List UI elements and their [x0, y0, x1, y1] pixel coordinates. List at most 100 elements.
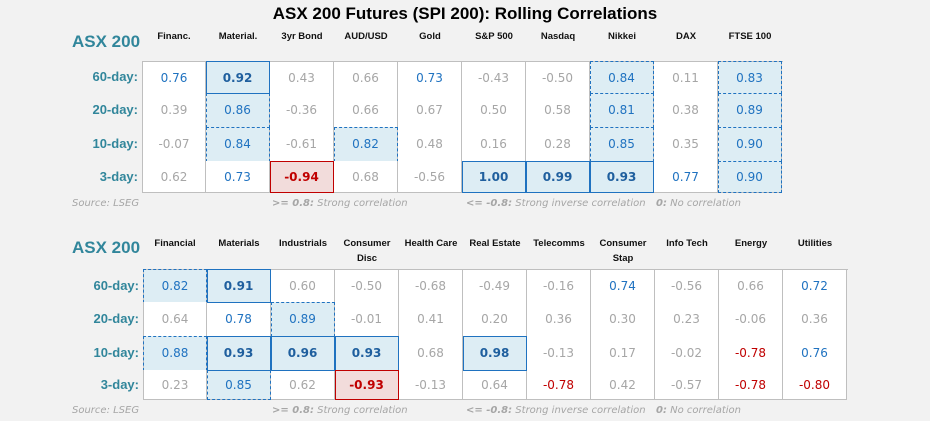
column-header: Industrials: [271, 236, 335, 251]
column-header-line1: Consumer: [599, 238, 647, 249]
row-label: 10-day:: [93, 345, 139, 360]
correlation-cell: -0.93: [335, 370, 399, 400]
correlation-cell: 0.35: [654, 127, 718, 162]
correlation-cell: 0.66: [719, 269, 783, 303]
column-header: Financial: [143, 236, 207, 251]
correlation-cell: -0.78: [719, 336, 783, 371]
correlation-cell: -0.56: [655, 269, 719, 303]
legend-inverse: <= -0.8: Strong inverse correlation: [466, 405, 646, 416]
correlation-cell: -0.50: [335, 269, 399, 303]
correlation-cell: 0.82: [143, 269, 207, 303]
column-header: Financ.: [157, 31, 191, 42]
correlation-cell: 0.76: [783, 336, 847, 371]
column-header: Nikkei: [608, 31, 636, 42]
correlation-cell: -0.57: [655, 370, 719, 400]
row-label: 60-day:: [93, 277, 139, 293]
correlation-cell: -0.78: [527, 370, 591, 400]
correlation-cell: -0.56: [398, 161, 462, 193]
correlation-cell: 0.62: [142, 161, 206, 193]
correlation-cell: 0.36: [527, 302, 591, 337]
correlation-cell: 1.00: [462, 161, 526, 193]
legend-zero: 0: No correlation: [656, 405, 741, 416]
correlation-cell: 0.74: [591, 269, 655, 303]
column-header-line1: Utilities: [797, 238, 833, 249]
correlation-cell: 0.38: [654, 93, 718, 128]
correlation-cell: 0.82: [334, 127, 398, 162]
legend-inverse-text: Strong inverse correlation: [515, 198, 646, 209]
legend-strong-key: >= 0.8:: [272, 405, 314, 416]
row-label: 20-day:: [93, 311, 139, 326]
correlation-cell: 0.20: [463, 302, 527, 337]
source-note: Source: LSEG: [72, 198, 140, 209]
column-header: Utilities: [783, 236, 847, 251]
table-label: ASX 200: [72, 32, 141, 51]
correlation-cell: -0.36: [270, 93, 334, 128]
correlation-cell: 0.84: [590, 61, 654, 94]
column-header-line1: Telecomms: [533, 238, 585, 249]
correlation-cell: -0.16: [527, 269, 591, 303]
column-header-line1: Real Estate: [469, 238, 521, 249]
row-label: 60-day:: [92, 69, 138, 84]
correlation-cell: 0.73: [398, 61, 462, 94]
correlation-cell: 0.67: [398, 93, 462, 128]
column-header-line1: Industrials: [278, 238, 328, 249]
correlation-cell: 0.66: [334, 61, 398, 94]
correlation-cell: 0.89: [271, 302, 335, 337]
correlation-cell: 0.28: [526, 127, 590, 162]
correlation-cell: 0.89: [718, 93, 782, 128]
column-header-line1: Consumer: [343, 238, 391, 249]
column-header: Real Estate: [463, 236, 527, 251]
correlation-cell: -0.06: [719, 302, 783, 337]
correlation-cell: 0.16: [462, 127, 526, 162]
correlation-cell: -0.02: [655, 336, 719, 371]
column-header: Materials: [207, 236, 271, 251]
correlation-cell: 0.23: [143, 370, 207, 400]
column-header: 3yr Bond: [281, 31, 323, 42]
correlation-cell: 0.30: [591, 302, 655, 337]
correlation-cell: 0.84: [206, 127, 270, 162]
correlation-cell: 0.23: [655, 302, 719, 337]
legend-zero-text: No correlation: [670, 405, 741, 416]
correlation-cell: -0.13: [527, 336, 591, 371]
correlation-cell: 0.85: [207, 370, 271, 400]
column-header: Gold: [419, 31, 441, 42]
correlation-cell: 0.62: [271, 370, 335, 400]
correlation-cell: 0.92: [206, 61, 270, 94]
legend-inverse-key: <= -0.8:: [466, 198, 513, 209]
correlation-cell: 0.77: [654, 161, 718, 193]
correlation-cell: 0.68: [334, 161, 398, 193]
row-label: 10-day:: [92, 136, 138, 151]
column-header: S&P 500: [475, 31, 513, 42]
column-header: Energy: [719, 236, 783, 251]
correlation-cell: -0.61: [270, 127, 334, 162]
correlation-cell: -0.01: [335, 302, 399, 337]
source-note: Source: LSEG: [72, 405, 140, 416]
legend-inverse: <= -0.8: Strong inverse correlation: [466, 198, 646, 209]
correlation-cell: -0.07: [142, 127, 206, 162]
correlation-cell: -0.94: [270, 161, 334, 193]
correlation-cell: 0.43: [270, 61, 334, 94]
correlation-cell: -0.78: [719, 370, 783, 400]
legend-inverse-key: <= -0.8:: [466, 405, 513, 416]
correlation-cell: 0.85: [590, 127, 654, 162]
correlation-cell: 0.86: [206, 93, 270, 128]
correlation-cell: 0.73: [206, 161, 270, 193]
column-header: Health Care: [399, 236, 463, 251]
legend-strong-key: >= 0.8:: [272, 198, 314, 209]
correlation-cell: 0.11: [654, 61, 718, 94]
column-header-line1: Health Care: [404, 238, 458, 249]
correlation-cell: 0.66: [334, 93, 398, 128]
row-label: 3-day:: [99, 168, 138, 184]
correlation-cell: -0.43: [462, 61, 526, 94]
correlation-cell: -0.50: [526, 61, 590, 94]
column-header-line1: Materials: [218, 238, 260, 249]
correlation-cell: 0.83: [718, 61, 782, 94]
column-header-line1: Energy: [734, 238, 768, 249]
correlation-cell: 0.58: [526, 93, 590, 128]
column-header-line2: Stap: [612, 253, 634, 264]
legend-inverse-text: Strong inverse correlation: [515, 405, 646, 416]
correlation-cell: 0.99: [526, 161, 590, 193]
correlation-cell: 0.39: [142, 93, 206, 128]
column-header: Info Tech: [655, 236, 719, 251]
column-header: AUD/USD: [344, 31, 388, 42]
